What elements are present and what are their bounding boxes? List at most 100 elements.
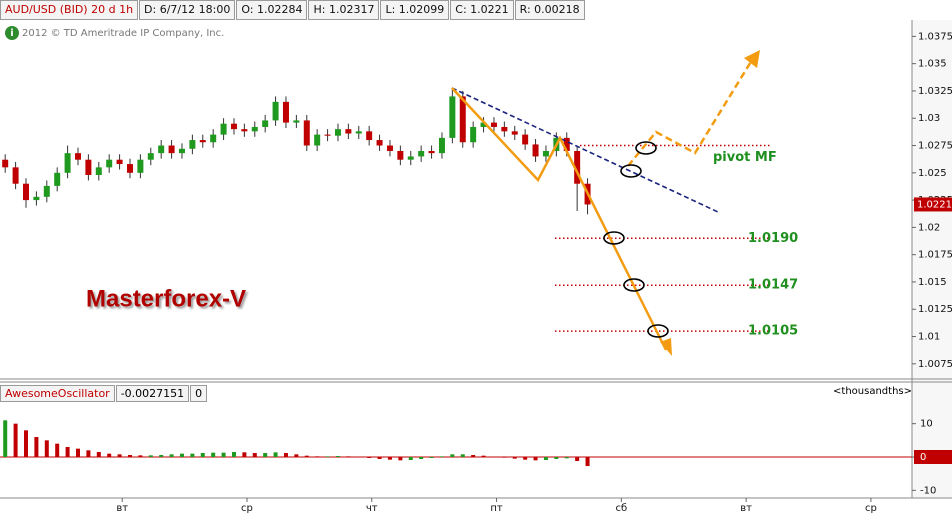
candle-body (272, 101, 279, 121)
oscillator-bar (148, 455, 153, 457)
y-tick-label: 1.01 (918, 332, 940, 343)
oscillator-bar (575, 457, 580, 461)
open-readout: O: 1.02284 (236, 0, 308, 20)
y-tick-label: 1.0275 (918, 141, 952, 152)
x-tick-label: ср (241, 503, 253, 514)
candle-body (189, 140, 196, 149)
candle-body (54, 172, 61, 186)
oscillator-header: AwesomeOscillator -0.0027151 0 (0, 385, 208, 402)
candle-body (449, 96, 456, 138)
candle-body (33, 196, 40, 201)
oscillator-bar (221, 452, 226, 457)
x-tick-label: чт (366, 503, 378, 514)
candle-body (116, 159, 123, 165)
oscillator-bar (439, 456, 444, 457)
candle-body (324, 134, 331, 136)
candle-body (95, 167, 102, 175)
oscillator-bar (346, 456, 351, 457)
level-label: pivot MF (713, 150, 777, 165)
oscillator-bar (408, 457, 413, 460)
oscillator-bar (356, 457, 361, 458)
candle-body (314, 134, 321, 146)
study-name[interactable]: AwesomeOscillator (0, 385, 115, 402)
y-tick-label: 1.0075 (918, 359, 952, 370)
candle-body (334, 129, 341, 136)
oscillator-bar (283, 453, 288, 457)
candle-body (438, 137, 445, 154)
y-tick-label: 1.03 (918, 113, 940, 124)
x-tick-label: сб (616, 503, 628, 514)
study-readout: 0 (190, 385, 208, 402)
y-tick-label: -10 (920, 485, 936, 496)
oscillator-bar (304, 455, 309, 457)
oscillator-bar (335, 456, 340, 457)
oscillator-bar (252, 453, 257, 457)
oscillator-bar (179, 453, 184, 457)
y-tick-label: 1.02 (918, 222, 940, 233)
marker-ellipse (620, 164, 642, 178)
candle-body (210, 134, 217, 143)
oscillator: 10 -10 0 (0, 419, 952, 496)
symbol[interactable]: AUD/USD (BID) 20 d 1h (0, 0, 139, 20)
oscillator-bar (294, 454, 299, 457)
info-icon[interactable] (5, 26, 19, 40)
oscillator-bar (23, 430, 28, 457)
candles (2, 88, 591, 215)
marker-ellipse (623, 278, 645, 292)
candle-body (199, 140, 206, 143)
oscillator-bar (471, 455, 476, 457)
info-icon-glyph: i (10, 28, 13, 39)
oscillator-bar (117, 454, 122, 457)
oscillator-bar (367, 457, 372, 458)
study-readout: -0.0027151 (115, 385, 190, 402)
candle-body (428, 150, 435, 154)
candle-body (532, 144, 539, 157)
oscillator-bar (325, 456, 330, 457)
oscillator-bar (554, 457, 559, 459)
candle-body (241, 129, 248, 132)
candle-body (501, 126, 508, 132)
candle-body (64, 153, 71, 173)
oscillator-bar (231, 452, 236, 457)
oscillator-bar (564, 457, 569, 459)
candle-body (355, 131, 362, 134)
copyright: 2012 © TD Ameritrade IP Company, Inc. (22, 28, 224, 39)
arrow-head (744, 50, 760, 68)
zero-tag-label: 0 (920, 452, 926, 463)
oscillator-bar (398, 457, 403, 461)
candle-body (178, 148, 185, 154)
price-tag (914, 197, 952, 212)
candle-body (459, 96, 466, 143)
oscillator-bar (107, 453, 112, 457)
candle-body (251, 126, 258, 132)
candle-body (366, 131, 373, 141)
oscillator-bar (127, 455, 132, 457)
oscillator-bar (273, 452, 278, 457)
x-tick-label: вт (116, 503, 128, 514)
trend-line (451, 87, 719, 213)
units-label: <thousandths> (833, 386, 912, 397)
oscillator-bar (3, 420, 8, 457)
x-tick-label: ср (865, 503, 877, 514)
oscillator-bar (65, 447, 70, 457)
candle-body (43, 185, 50, 197)
oscillator-bar (190, 453, 195, 457)
low-readout: L: 1.02099 (380, 0, 450, 20)
candle-body (574, 150, 581, 184)
oscillator-bar (481, 455, 486, 457)
y-tick-label: 10 (920, 419, 933, 430)
candle-body (106, 159, 113, 168)
oscillator-bar (387, 457, 392, 460)
projection-path (627, 59, 754, 167)
oscillator-bar (55, 443, 60, 457)
candle-body (168, 145, 175, 154)
oscillator-bar (13, 423, 18, 457)
candle-body (85, 159, 92, 175)
oscillator-bar (460, 454, 465, 457)
candle-body (376, 140, 383, 146)
oscillator-bar (211, 452, 216, 457)
close-readout: C: 1.0221 (450, 0, 514, 20)
date-readout: D: 6/7/12 18:00 (139, 0, 236, 20)
y-tick-label: 1.035 (918, 59, 947, 70)
